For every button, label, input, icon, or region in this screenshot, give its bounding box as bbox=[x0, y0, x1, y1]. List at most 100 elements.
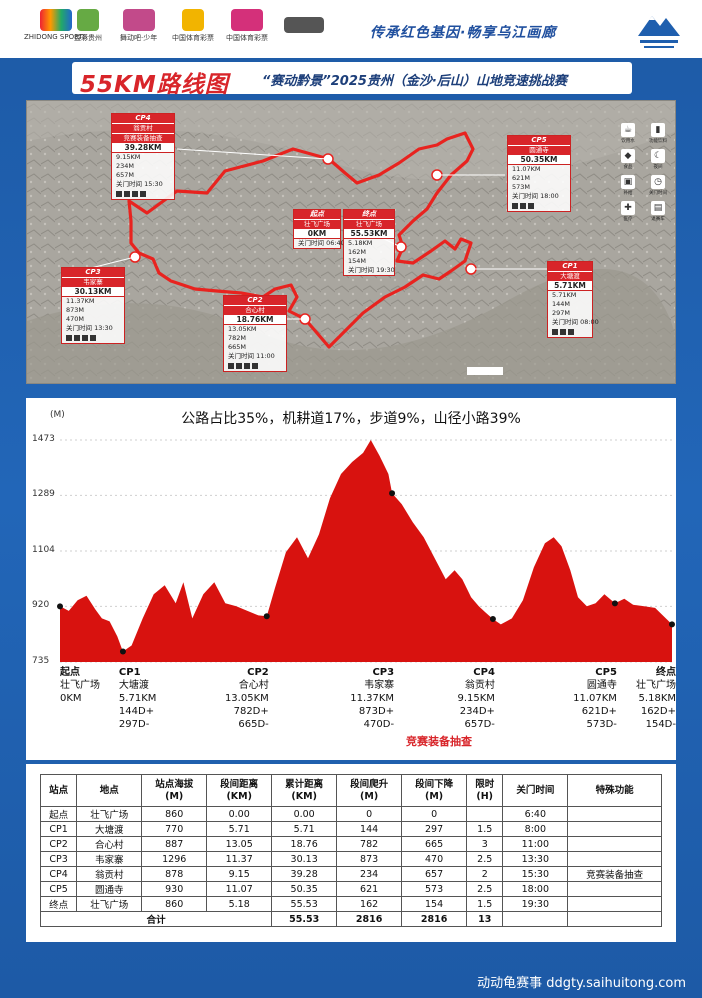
sponsor-logo-3: 舞动吧·少年 bbox=[120, 9, 157, 49]
legend-item: ▤ 退赛车 bbox=[645, 201, 671, 225]
table-header: 段间爬升 (M) bbox=[336, 774, 403, 807]
table-header: 站点海拔 (M) bbox=[141, 774, 208, 807]
table-cell: 19:30 bbox=[502, 896, 569, 912]
table-cell: 11.37 bbox=[206, 851, 273, 867]
station-label: CP3 韦家寨 11.37KM 873D+ 470D- bbox=[350, 667, 395, 730]
table-cell: 0.00 bbox=[206, 806, 273, 822]
table-row: CP1 大塘渡 770 5.71 5.71 144 297 1.5 8:00 bbox=[39, 821, 662, 837]
station-marker bbox=[611, 600, 618, 607]
table-cell: 297 bbox=[401, 821, 468, 837]
legend-label: 医疗 bbox=[623, 217, 633, 222]
legend-item: ◆ 食品 bbox=[615, 149, 641, 173]
table-cell: 11.07 bbox=[206, 881, 273, 897]
table-row: 终点 壮飞广场 860 5.18 55.53 162 154 1.5 19:30 bbox=[39, 896, 662, 912]
table-cell: 2 bbox=[466, 866, 504, 882]
table-cell: 2816 bbox=[401, 911, 468, 927]
table-row: 起点 壮飞广场 860 0.00 0.00 0 0 6:40 bbox=[39, 806, 662, 822]
legend-label: 饮用水 bbox=[621, 139, 635, 144]
table-cell: 起点 bbox=[39, 806, 78, 822]
table-cell: 合心村 bbox=[76, 836, 143, 852]
table-cell: 887 bbox=[141, 836, 208, 852]
table-cell: 5.71 bbox=[206, 821, 273, 837]
table-cell: 18.76 bbox=[271, 836, 338, 852]
table-cell: 621 bbox=[336, 881, 403, 897]
table-cell: CP4 bbox=[39, 866, 78, 882]
bottle-icon: ▮ bbox=[651, 123, 665, 137]
table-cell: 55.53 bbox=[271, 896, 338, 912]
clock-icon: ◷ bbox=[651, 175, 665, 189]
table-row: CP2 合心村 887 13.05 18.76 782 665 3 11:00 bbox=[39, 836, 662, 852]
legend-label: 功能饮料 bbox=[649, 139, 667, 144]
legend-label: 夜间 bbox=[653, 165, 663, 170]
table-cell: 5.18 bbox=[206, 896, 273, 912]
legend-label: 补给 bbox=[623, 191, 633, 196]
map-card-cp3: CP3 韦家寨 30.13KM 11.37KM 873M 470M 关门时间 1… bbox=[61, 267, 125, 344]
table-cell: 860 bbox=[141, 806, 208, 822]
table-cell: 162 bbox=[336, 896, 403, 912]
table-cell: 470 bbox=[401, 851, 468, 867]
medical-icon: ✚ bbox=[621, 201, 635, 215]
table-cell: 665 bbox=[401, 836, 468, 852]
route-title: 55KM路线图 bbox=[80, 72, 229, 98]
y-tick-label: 1104 bbox=[32, 545, 55, 555]
table-total-row: 合计 55.53 2816 2816 13 bbox=[39, 911, 662, 927]
table-cell: 13.05 bbox=[206, 836, 273, 852]
table-cell: 终点 bbox=[39, 896, 78, 912]
station-marker bbox=[119, 648, 126, 655]
table-cell: CP1 bbox=[39, 821, 78, 837]
table-cell bbox=[502, 911, 569, 927]
table-header: 关门时间 bbox=[502, 774, 569, 807]
legend-item: ☾ 夜间 bbox=[645, 149, 671, 173]
table-cell: 55.53 bbox=[271, 911, 338, 927]
y-tick-label: 1473 bbox=[32, 434, 55, 444]
table-cell: 0.00 bbox=[271, 806, 338, 822]
station-label: 终点 壮飞广场 5.18KM 162D+ 154D- bbox=[636, 667, 676, 730]
table-header: 限时 (H) bbox=[466, 774, 504, 807]
legend-label: 食品 bbox=[623, 165, 633, 170]
legend-item: ☕ 饮用水 bbox=[615, 123, 641, 147]
table-cell: 壮飞广场 bbox=[76, 896, 143, 912]
legend-label: 退赛车 bbox=[651, 217, 665, 222]
table-cell: 234 bbox=[336, 866, 403, 882]
table-cell: 0 bbox=[336, 806, 403, 822]
table-cell: 144 bbox=[336, 821, 403, 837]
elevation-area bbox=[60, 440, 672, 662]
table-header: 站点 bbox=[39, 774, 78, 807]
map-card-cp1: CP1 大塘渡 5.71KM 5.71KM 144M 297M 关门时间 08:… bbox=[547, 261, 599, 338]
station-label: CP4 翁贡村 9.15KM 234D+ 657D- bbox=[457, 667, 495, 730]
cup-icon: ☕ bbox=[621, 123, 635, 137]
table-cell bbox=[567, 836, 662, 852]
supply-icons bbox=[224, 361, 286, 371]
sponsor-logo-2: 益彩贵州 bbox=[74, 9, 102, 49]
table-cell: 782 bbox=[336, 836, 403, 852]
map-card-cp5: CP5 圆通寺 50.35KM 11.07KM 621M 573M 关门时间 1… bbox=[507, 135, 571, 212]
table-header: 段间下降 (M) bbox=[401, 774, 468, 807]
table-cell: 1296 bbox=[141, 851, 208, 867]
table-cell: 770 bbox=[141, 821, 208, 837]
table-cell: 大塘渡 bbox=[76, 821, 143, 837]
header-bar: ZHIDONG SPORTS 益彩贵州 舞动吧·少年 中国体育彩票 中国体育彩票… bbox=[0, 0, 702, 58]
legend-item: ✚ 医疗 bbox=[615, 201, 641, 225]
table-cell: 2.5 bbox=[466, 881, 504, 897]
station-label: 起点 壮飞广场 0KM bbox=[60, 667, 100, 704]
table-cell bbox=[567, 896, 662, 912]
table-cell: 壮飞广场 bbox=[76, 806, 143, 822]
table-cell: 1.5 bbox=[466, 821, 504, 837]
bag-icon: ▣ bbox=[621, 175, 635, 189]
table-cell bbox=[567, 911, 662, 927]
station-marker bbox=[263, 613, 270, 620]
table-cell: 6:40 bbox=[502, 806, 569, 822]
table-cell: 930 bbox=[141, 881, 208, 897]
legend-item: ▮ 功能饮料 bbox=[645, 123, 671, 147]
table-cell: CP2 bbox=[39, 836, 78, 852]
sponsor-logo-4: 中国体育彩票 bbox=[172, 9, 214, 49]
legend-label: 关门时间 bbox=[649, 191, 667, 196]
mountain-logo bbox=[638, 16, 680, 48]
route-map: CP4 翁贡村 竞赛装备抽查 39.28KM 9.15KM 234M 657M … bbox=[26, 100, 676, 384]
table-cell: 韦家寨 bbox=[76, 851, 143, 867]
bus-icon: ▤ bbox=[651, 201, 665, 215]
table-header: 地点 bbox=[76, 774, 143, 807]
footer-credit: 动动龟赛事 ddgty.saihuitong.com bbox=[477, 976, 686, 991]
station-label: CP2 合心村 13.05KM 782D+ 665D- bbox=[224, 667, 269, 730]
table-cell: 3 bbox=[466, 836, 504, 852]
